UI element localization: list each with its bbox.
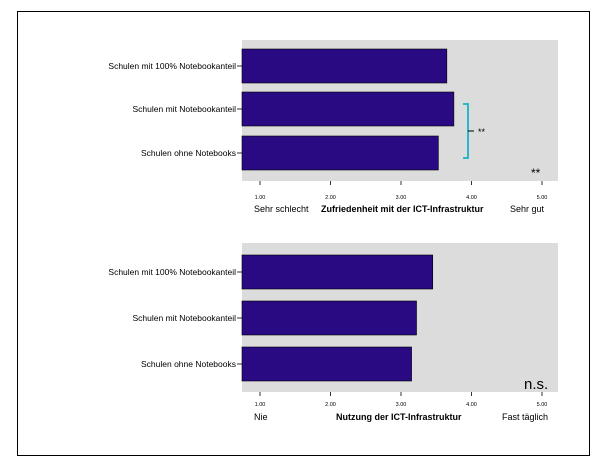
chart-usage-x-tick-label: 5.00 — [537, 402, 548, 408]
chart-satisfaction-x-tick-label: 1.00 — [255, 195, 266, 201]
chart-satisfaction-category-label-schulen-ohne-notebooks: Schulen ohne Notebooks — [141, 148, 236, 158]
chart-usage-scale-high: Fast täglich — [502, 412, 548, 422]
chart-usage-bar-schulen-ohne-notebooks — [241, 346, 412, 382]
chart-usage-x-tick-label: 4.00 — [466, 402, 477, 408]
chart-satisfaction: Schulen mit 100% Notebookanteil Schulen m… — [108, 40, 558, 214]
chart-usage-x-tick-label: 2.00 — [325, 402, 336, 408]
chart-usage-x-tick-label: 3.00 — [396, 402, 407, 408]
chart-usage-significance: n.s. — [524, 376, 548, 393]
chart-satisfaction-x-tick-label: 5.00 — [537, 195, 548, 201]
chart-satisfaction-x-axis-label: Zufriedenheit mit der ICT-Infrastruktur — [321, 204, 484, 214]
chart-satisfaction-x-tick-label: 4.00 — [466, 195, 477, 201]
chart-usage-category-label-schulen-mit-100pct-notebookanteil: Schulen mit 100% Notebookanteil — [108, 267, 236, 277]
chart-satisfaction-category-label-schulen-mit-notebookanteil: Schulen mit Notebookanteil — [133, 104, 237, 114]
chart-satisfaction-category-label-schulen-mit-100pct-notebookanteil: Schulen mit 100% Notebookanteil — [108, 61, 236, 71]
chart-satisfaction-bar-schulen-mit-100pct-notebookanteil — [241, 48, 448, 84]
chart-usage-bar-schulen-mit-100pct-notebookanteil — [241, 254, 434, 290]
chart-usage: Schulen mit 100% Notebookanteil Schulen m… — [108, 243, 558, 422]
chart-usage-category-label-schulen-mit-notebookanteil: Schulen mit Notebookanteil — [133, 313, 237, 323]
significance-bracket-label: ** — [478, 127, 486, 137]
chart-usage-x-axis-label: Nutzung der ICT-Infrastruktur — [336, 412, 462, 422]
chart-usage-bar-schulen-mit-notebookanteil — [241, 300, 417, 336]
chart-satisfaction-scale-low: Sehr schlecht — [254, 204, 309, 214]
chart-satisfaction-bar-schulen-mit-notebookanteil — [241, 91, 455, 127]
chart-satisfaction-significance: ** — [531, 166, 541, 180]
chart-usage-x-tick-label: 1.00 — [255, 402, 266, 408]
chart-usage-category-label-schulen-ohne-notebooks: Schulen ohne Notebooks — [141, 359, 236, 369]
chart-satisfaction-x-tick-label: 2.00 — [325, 195, 336, 201]
chart-satisfaction-scale-high: Sehr gut — [510, 204, 545, 214]
chart-usage-scale-low: Nie — [254, 412, 268, 422]
chart-satisfaction-bar-schulen-ohne-notebooks — [241, 135, 439, 171]
chart-satisfaction-x-tick-label: 3.00 — [396, 195, 407, 201]
